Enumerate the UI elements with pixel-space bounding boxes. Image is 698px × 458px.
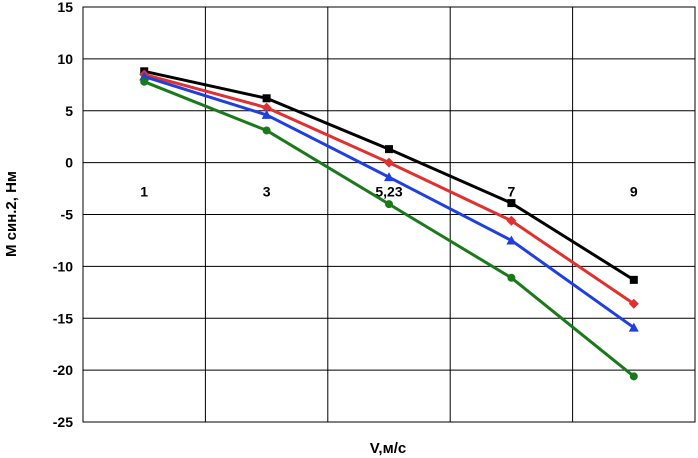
series-3 [139,71,639,332]
x-tick-label: 7 [508,184,516,200]
data-point [384,172,394,182]
data-point [628,298,639,309]
data-point [139,71,150,81]
data-point [507,199,516,208]
data-point [261,102,272,113]
data-point [262,126,271,135]
y-tick-label: -20 [53,362,73,378]
data-point [261,109,272,119]
y-axis-label: М син.2, Нм [3,171,20,257]
data-point [506,215,517,226]
x-tick-label: 5,23 [375,184,402,200]
y-tick-label: 5 [65,103,73,119]
y-tick-labels: 15 10 5 0 -5 -10 -15 -20 -25 [53,0,73,430]
y-tick-label: 0 [65,155,73,171]
x-axis-label: V,м/с [370,440,406,457]
y-tick-label: -5 [61,207,74,223]
data-point [262,94,271,103]
x-tick-label: 3 [263,184,271,200]
data-point [140,77,149,86]
y-tick-label: 10 [57,51,73,67]
data-point [385,145,393,154]
data-point [629,372,638,381]
series-group [139,67,639,381]
data-point [507,273,516,282]
y-tick-label: 15 [57,0,73,15]
series-line [143,80,635,378]
data-point [629,275,638,284]
data-point [506,235,517,245]
y-tick-label: -15 [53,310,73,326]
y-tick-label: -25 [53,414,73,430]
series-2 [139,69,639,309]
series-4 [140,77,638,381]
x-tick-label: 9 [630,184,638,200]
grid [83,6,695,423]
data-point [628,322,639,332]
plot-border [82,6,696,423]
x-tick-label: 1 [140,184,148,200]
x-tick-labels: 1 3 5,23 7 9 [140,184,638,200]
data-point [385,200,393,209]
data-point [384,157,394,168]
y-tick-label: -10 [53,258,73,274]
plot-frame [82,6,696,423]
